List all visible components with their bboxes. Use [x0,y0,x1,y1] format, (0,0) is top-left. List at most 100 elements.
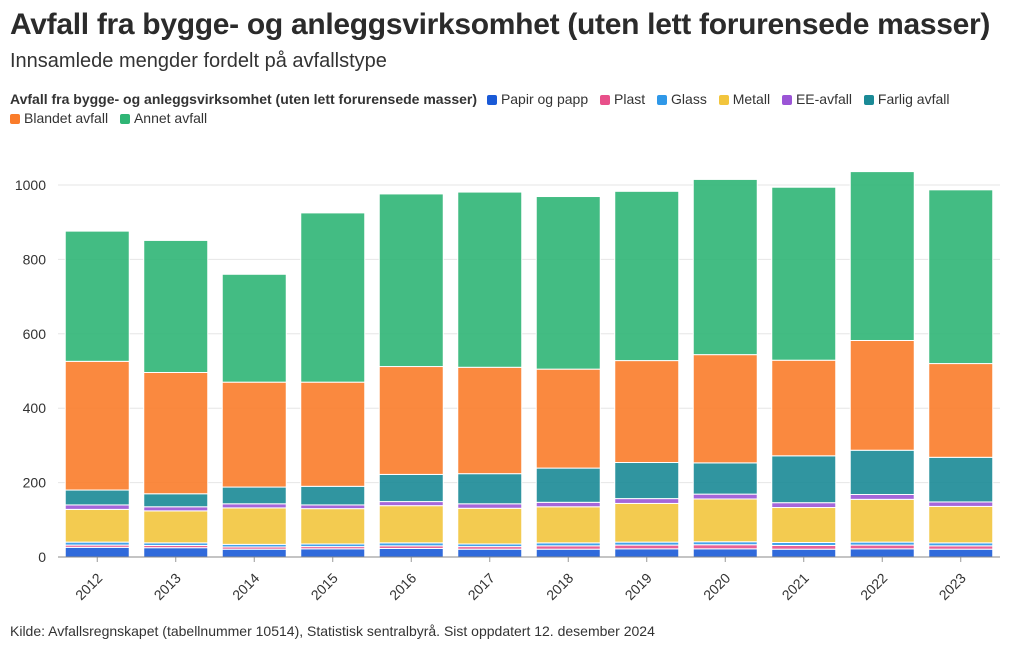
y-tick-label: 600 [23,326,47,342]
bar-segment [614,544,680,550]
bar-segment [771,186,837,361]
legend-item-farlig-avfall[interactable]: Farlig avfall [863,90,949,109]
bar-segment [692,498,758,543]
x-tick-label: 2023 [936,570,969,603]
bar-segment [692,544,758,550]
legend-item-metall[interactable]: Metall [718,90,771,109]
x-tick-label: 2014 [229,570,262,603]
bar-segment [378,193,444,368]
legend-item-glass[interactable]: Glass [657,90,707,109]
y-tick-label: 400 [23,400,47,416]
bar-segment [143,510,209,544]
bar-segment [221,548,287,558]
bar-segment [692,178,758,356]
bar-segment [928,363,994,458]
bar-segment [457,191,523,368]
bar-segment [535,545,601,550]
legend-label: Metall [732,91,771,107]
bar-segment [300,504,366,510]
y-tick-label: 800 [23,251,47,267]
legend-swatch [863,95,874,105]
bar-segment [928,505,994,544]
bar-segment [614,548,680,558]
x-tick-label: 2019 [622,570,655,603]
y-tick-label: 1000 [15,177,46,193]
legend-swatch [600,95,611,105]
x-tick-label: 2017 [465,570,498,603]
bar-segment [378,547,444,558]
legend-label: Blandet avfall [24,110,109,126]
bar-segment [771,548,837,558]
bar-segment [378,366,444,475]
bar-segment [221,503,287,509]
legend-swatch [486,95,497,105]
bar-segment [614,190,680,362]
bar-segment [928,548,994,558]
chart-subtitle: Innsamlede mengder fordelt på avfallstyp… [10,50,387,72]
plot-area [58,148,1000,557]
legend-item-ee-avfall[interactable]: EE-avfall [781,90,852,109]
x-tick-label: 2020 [700,570,733,603]
bar-segment [614,462,680,500]
legend-swatch [781,95,792,105]
chart-title: Avfall fra bygge- og anleggsvirksomhet (… [10,8,991,41]
legend-label: Annet avfall [133,110,208,126]
legend-item-annet-avfall[interactable]: Annet avfall [119,109,208,128]
bar-segment [535,467,601,503]
bar-segment [300,485,366,506]
legend-item-plast[interactable]: Plast [600,90,645,109]
bar-segment [221,381,287,488]
x-tick-label: 2015 [308,570,341,603]
bar-segment [457,503,523,509]
bar-segment [535,368,601,469]
bar-segment [849,498,915,543]
bar-segment [928,189,994,365]
bar-segment [849,494,915,500]
bar-segment [143,506,209,512]
legend-swatch [657,95,668,105]
legend-swatch [119,114,130,124]
bar-segment [457,507,523,545]
legend-swatch [718,95,729,105]
bar-segment [614,502,680,543]
bar-segment [300,548,366,558]
x-tick-label: 2016 [386,570,419,603]
bar-segment [378,473,444,503]
legend-item-blandet-avfall[interactable]: Blandet avfall [10,109,108,128]
bar-segment [535,506,601,544]
bar-segment [849,339,915,451]
bar-segment [143,371,209,495]
legend: Avfall fra bygge- og anleggsvirksomhet (… [10,90,970,128]
bar-segment [378,501,444,507]
bar-segment [378,505,444,544]
bar-segment [692,493,758,500]
bar-segment [771,507,837,543]
bar-segment [457,548,523,558]
bar-segment [535,196,601,370]
bar-segment [457,473,523,505]
bar-segment [771,544,837,550]
bar-segment [143,239,209,373]
bar-segment [692,354,758,464]
legend-label: Plast [614,91,646,107]
bar-segment [300,381,366,487]
x-tick-label: 2013 [151,570,184,603]
bar-segment [221,273,287,383]
y-tick-label: 200 [23,475,47,491]
x-tick-label: 2012 [72,570,105,603]
bar-segment [849,548,915,558]
bar-segment [928,501,994,507]
bar-segment [849,449,915,496]
legend-title: Avfall fra bygge- og anleggsvirksomhet (… [10,91,478,107]
bar-segment [928,456,994,503]
legend-label: Papir og papp [500,91,589,107]
bar-segment [64,360,130,491]
legend-item-papir-og-papp[interactable]: Papir og papp [486,90,589,109]
bar-segment [64,504,130,510]
bar-segment [692,462,758,495]
legend-label: Glass [671,91,707,107]
bar-segment [457,366,523,475]
bar-segment [849,544,915,550]
bar-segment [143,493,209,508]
x-tick-label: 2021 [779,570,812,603]
